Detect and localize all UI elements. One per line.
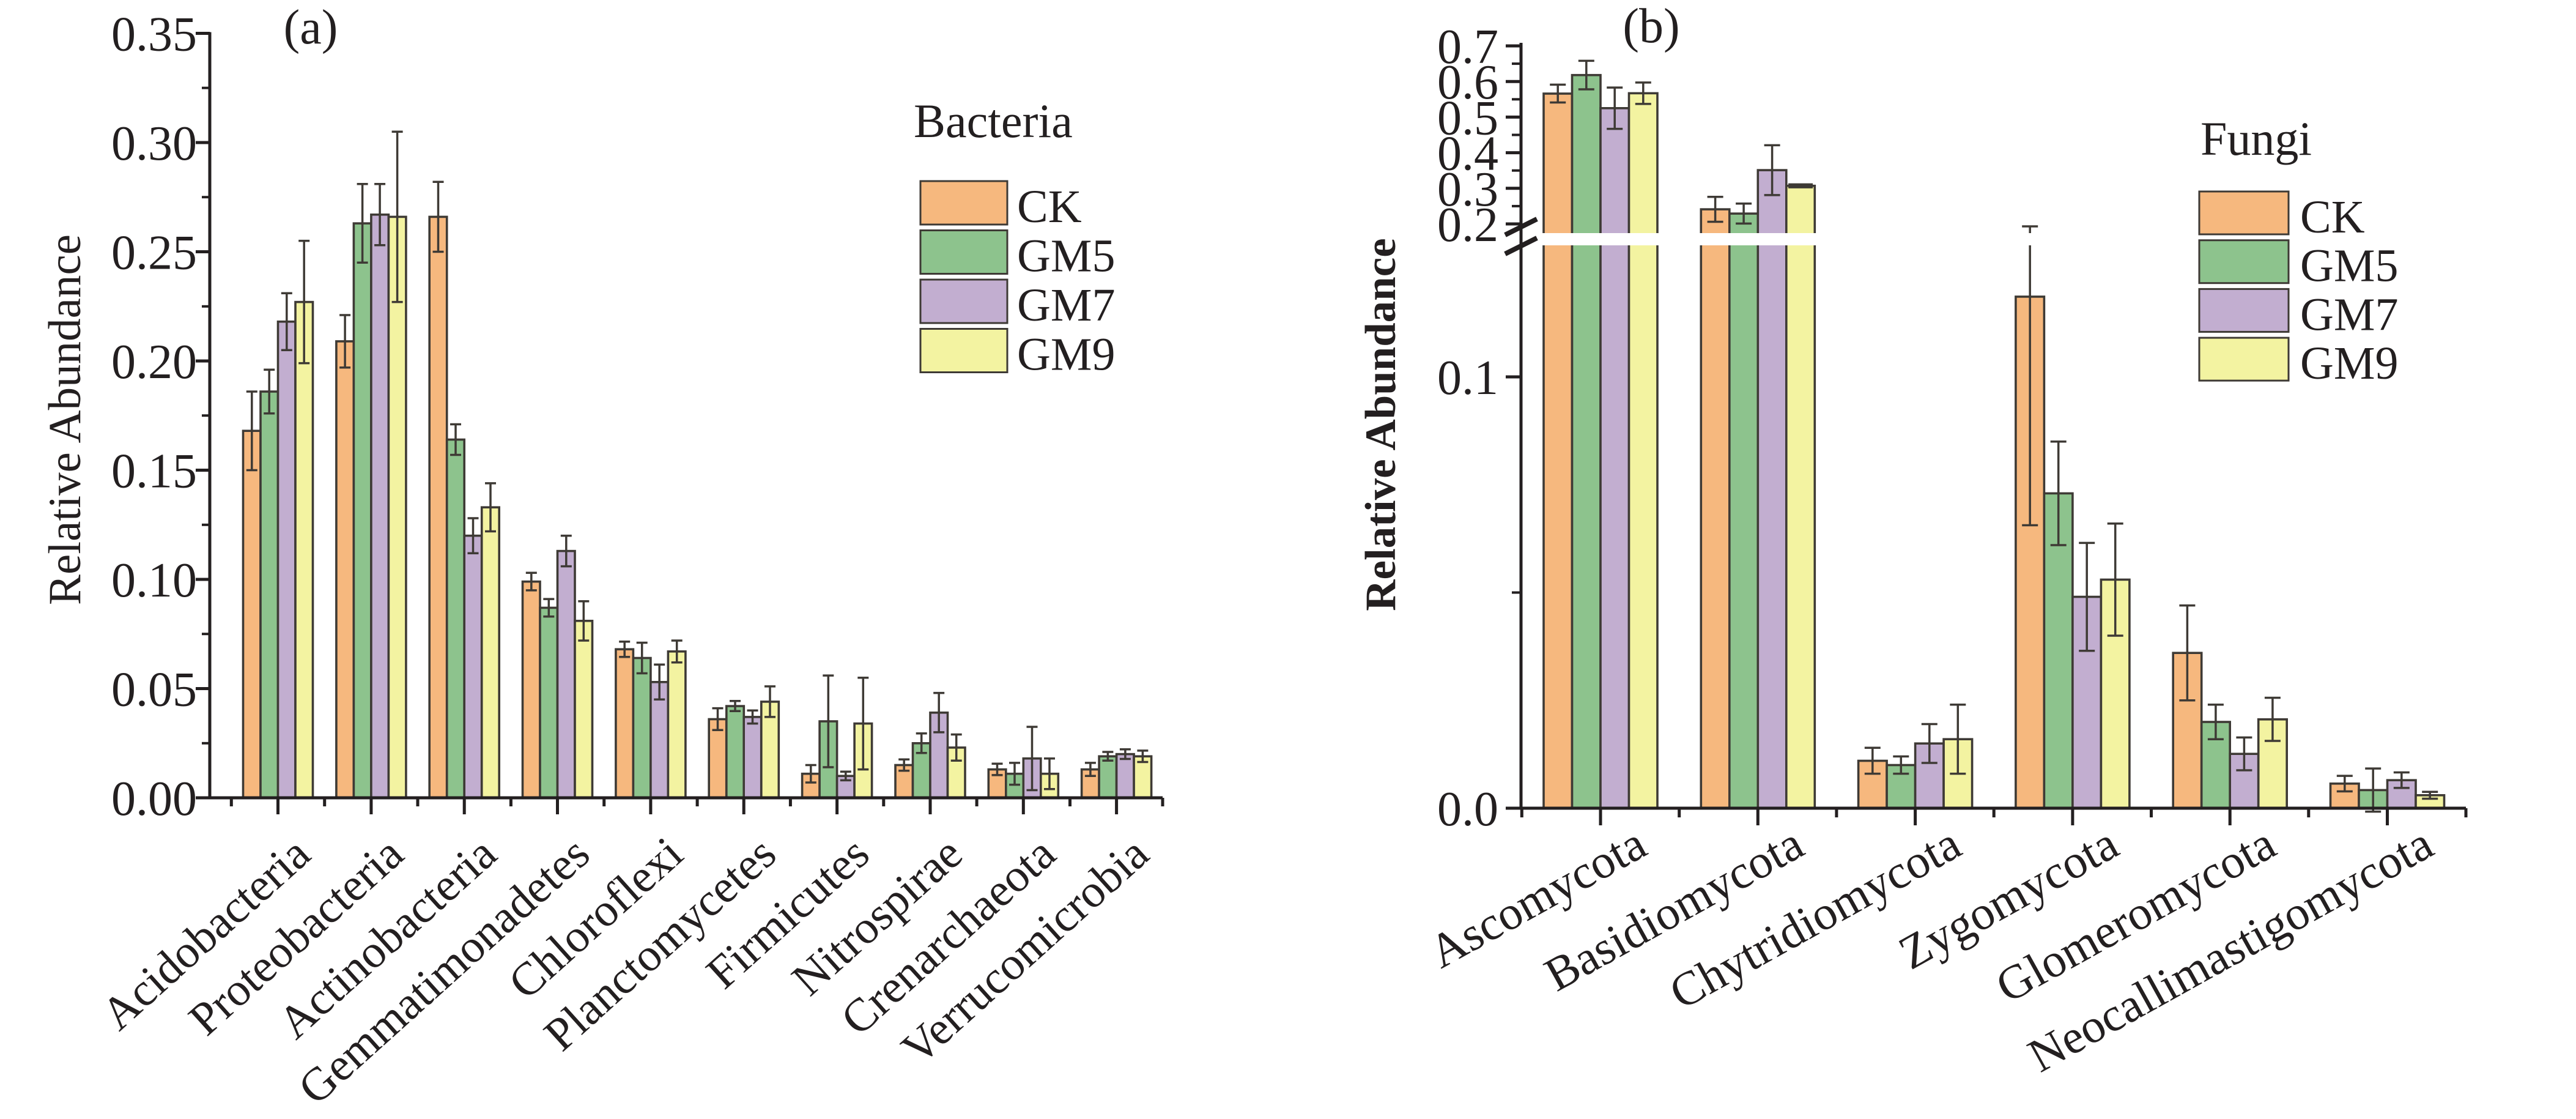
svg-text:0.35: 0.35	[111, 8, 197, 62]
svg-text:0.1: 0.1	[1437, 351, 1498, 405]
svg-text:GM9: GM9	[2300, 338, 2398, 389]
svg-text:(a): (a)	[284, 1, 338, 54]
svg-text:0.0: 0.0	[1437, 783, 1498, 836]
svg-text:CK: CK	[2300, 191, 2365, 243]
svg-text:Relative Abundance: Relative Abundance	[1357, 238, 1405, 611]
svg-text:GM7: GM7	[1017, 280, 1115, 331]
svg-text:0.5: 0.5	[1437, 91, 1498, 145]
svg-text:GM9: GM9	[1017, 329, 1115, 381]
svg-text:(b): (b)	[1623, 0, 1679, 53]
svg-text:0.05: 0.05	[111, 663, 197, 717]
svg-text:0.2: 0.2	[1437, 198, 1498, 252]
svg-text:0.00: 0.00	[111, 772, 197, 826]
svg-text:GM5: GM5	[1017, 231, 1115, 282]
svg-text:0.30: 0.30	[111, 117, 197, 171]
svg-text:0.6: 0.6	[1437, 56, 1498, 110]
svg-text:0.10: 0.10	[111, 554, 197, 608]
svg-text:0.20: 0.20	[111, 335, 197, 389]
svg-text:Fungi: Fungi	[2200, 112, 2312, 165]
svg-text:GM7: GM7	[2300, 289, 2398, 340]
svg-text:Bacteria: Bacteria	[914, 94, 1073, 147]
svg-text:Relative Abundance: Relative Abundance	[40, 234, 91, 605]
svg-text:0.15: 0.15	[111, 445, 197, 499]
svg-text:GM5: GM5	[2300, 240, 2398, 292]
svg-text:0.3: 0.3	[1437, 163, 1498, 217]
svg-text:0.7: 0.7	[1437, 20, 1498, 74]
svg-text:0.4: 0.4	[1437, 127, 1498, 181]
svg-text:CK: CK	[1017, 181, 1082, 232]
svg-text:0.25: 0.25	[111, 226, 197, 280]
